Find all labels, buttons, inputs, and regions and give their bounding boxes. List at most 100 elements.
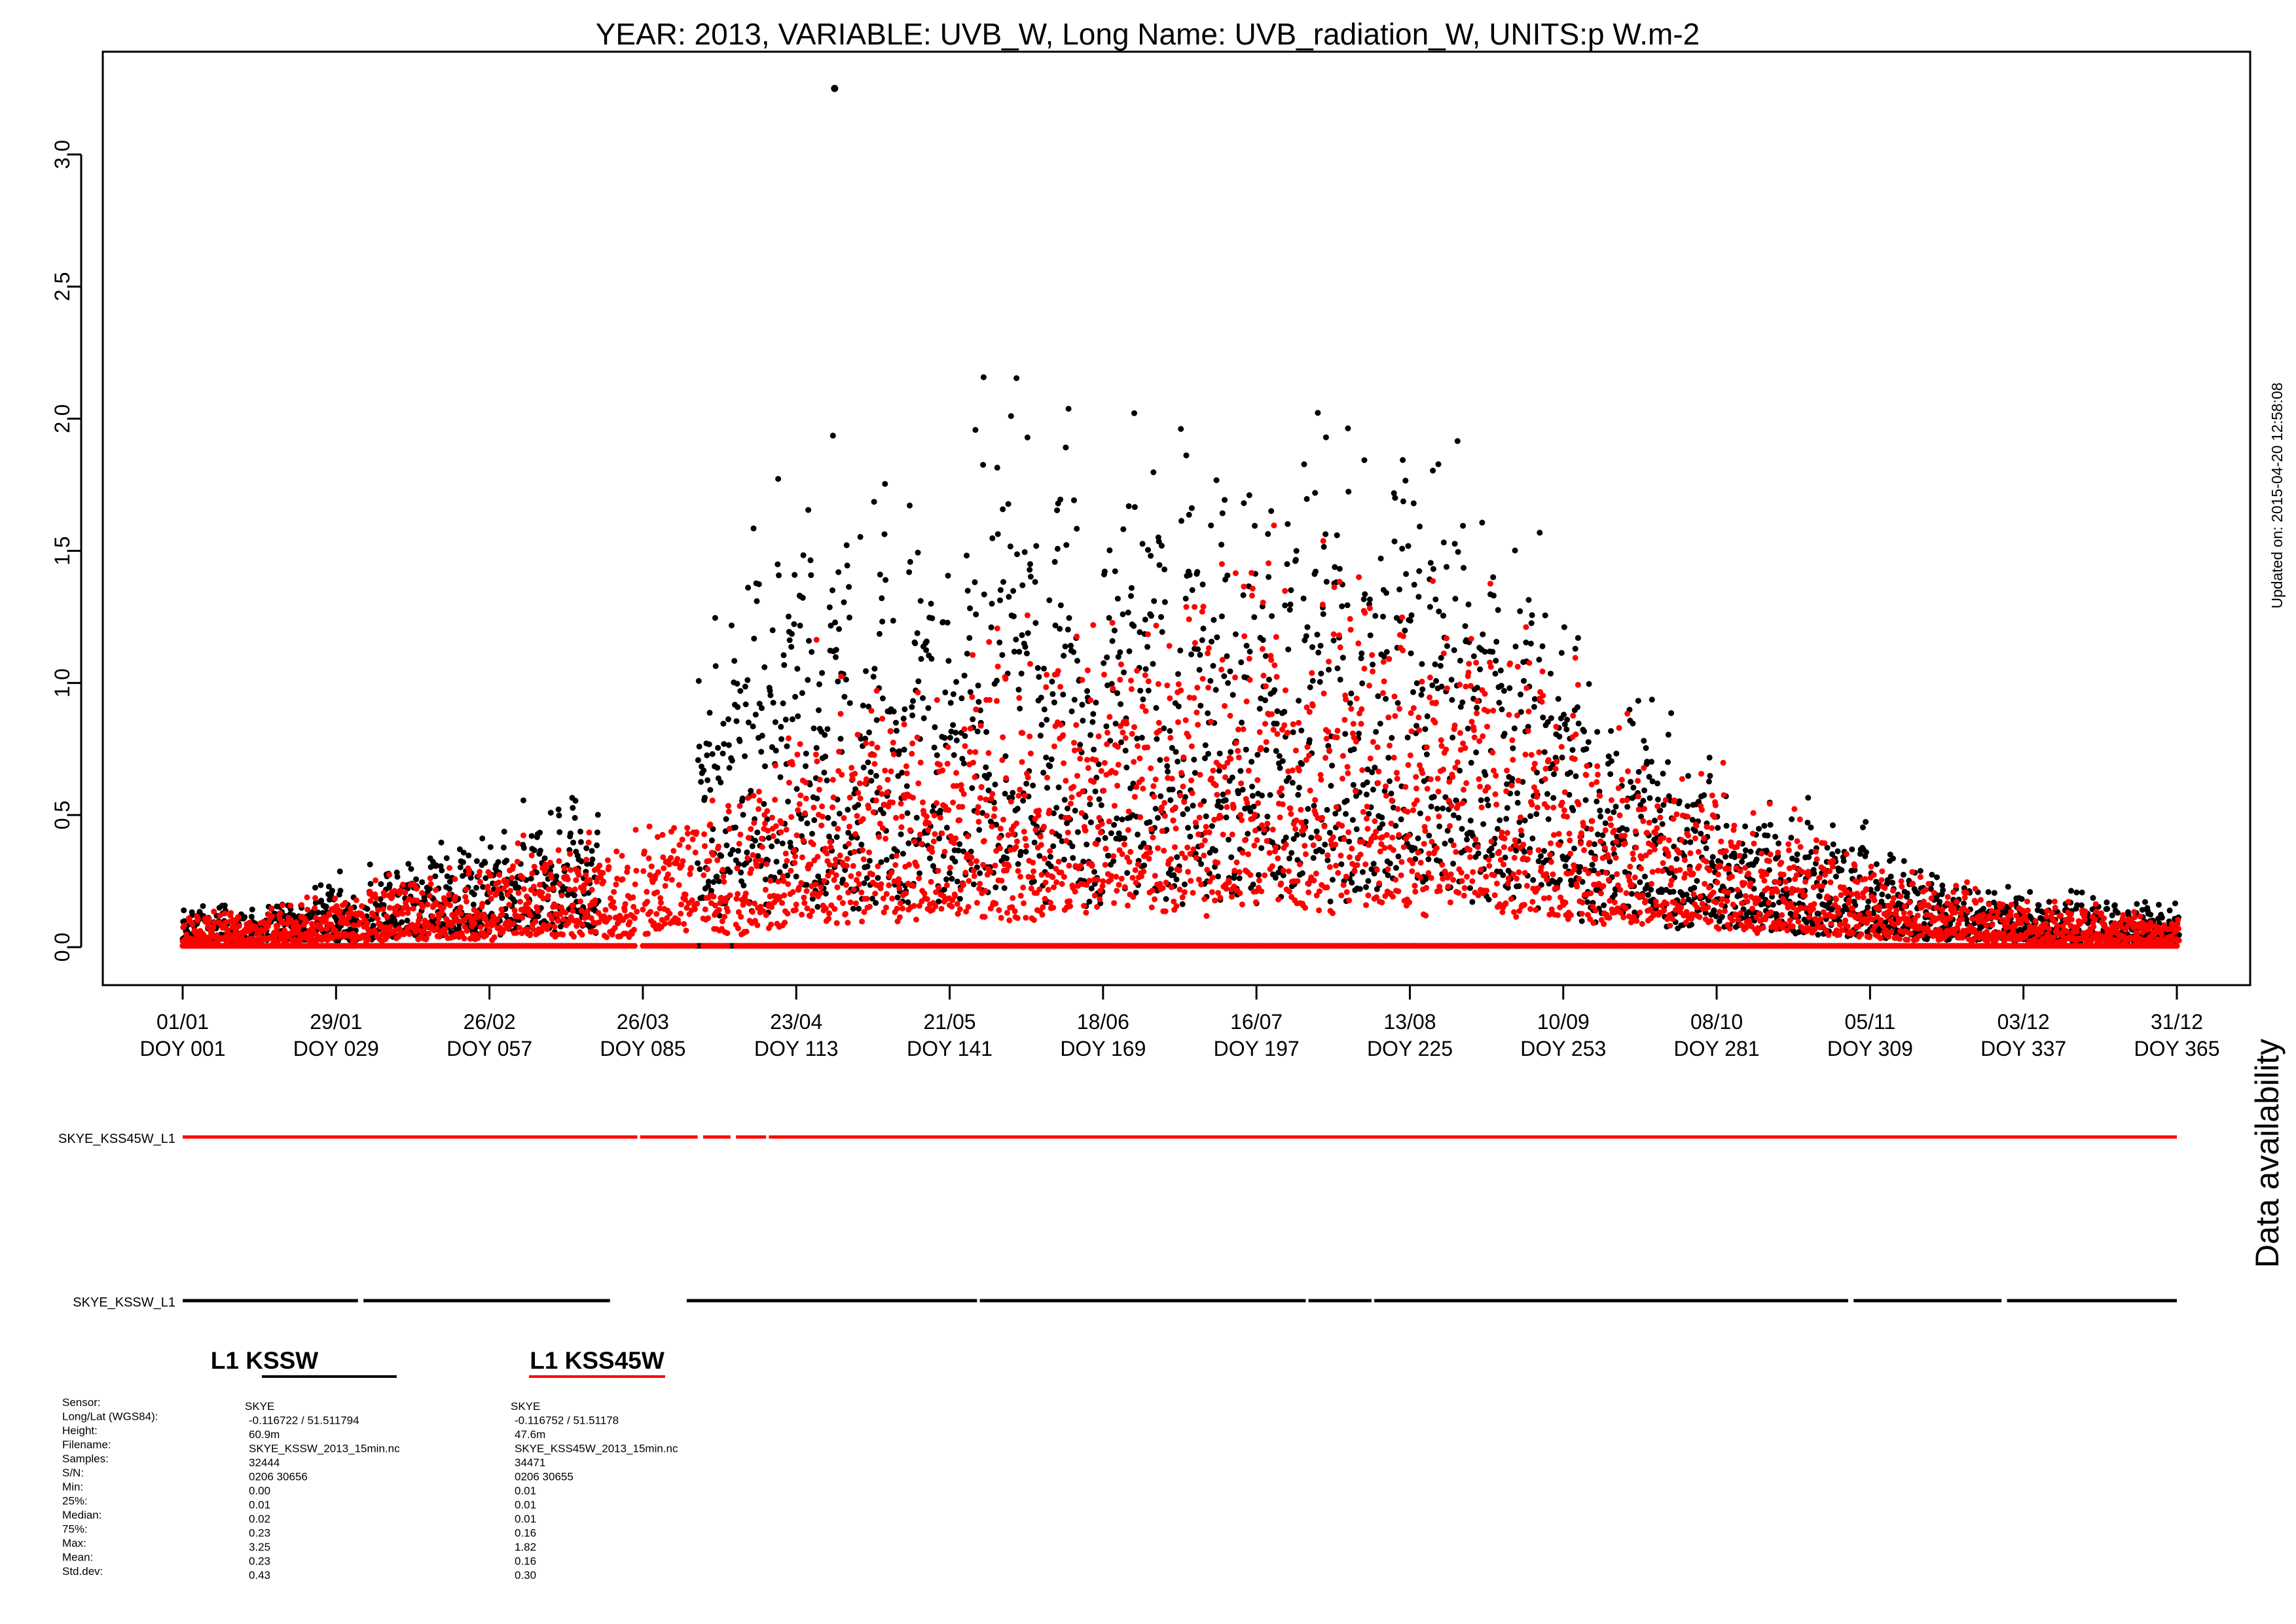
data-point: [1635, 768, 1642, 775]
data-point: [704, 752, 710, 759]
data-point: [1887, 873, 1894, 880]
data-point: [1043, 754, 1049, 761]
data-point: [268, 913, 275, 920]
data-point: [1512, 643, 1519, 650]
data-point: [1232, 631, 1239, 638]
data-point: [1298, 727, 1305, 734]
data-point: [1131, 504, 1138, 511]
data-point: [1044, 785, 1050, 791]
data-point: [555, 806, 562, 813]
data-point: [825, 814, 831, 821]
data-point: [751, 636, 757, 642]
data-point: [1180, 811, 1186, 818]
data-point: [1188, 651, 1195, 658]
data-point: [323, 903, 329, 910]
data-point: [529, 870, 536, 876]
data-point: [1243, 643, 1250, 649]
data-point: [1049, 691, 1056, 697]
data-point: [797, 623, 803, 629]
data-point: [1575, 704, 1580, 710]
data-point: [1323, 579, 1330, 585]
data-point: [1320, 611, 1326, 617]
data-point: [1106, 547, 1113, 554]
data-point: [841, 694, 848, 700]
data-point: [1066, 615, 1072, 621]
data-point: [1040, 769, 1047, 776]
data-point: [1805, 795, 1812, 801]
data-point: [787, 839, 793, 846]
data-point: [1111, 821, 1118, 828]
data-point: [1937, 899, 1943, 905]
data-point: [1477, 666, 1484, 673]
data-point: [1230, 692, 1236, 698]
data-point: [410, 905, 416, 912]
data-point: [461, 935, 467, 942]
data-point: [558, 892, 565, 899]
data-point: [1276, 753, 1283, 759]
data-point: [564, 876, 571, 882]
data-point: [981, 591, 987, 598]
data-point: [1103, 723, 1110, 730]
data-point: [1036, 853, 1043, 859]
data-point: [964, 588, 971, 594]
data-point: [1501, 688, 1507, 694]
data-point: [1365, 878, 1372, 884]
data-point: [1570, 807, 1576, 814]
data-point: [1310, 855, 1317, 861]
data-point: [1057, 602, 1064, 609]
data-point: [999, 652, 1006, 659]
data-point: [1889, 879, 1896, 886]
data-point: [1054, 545, 1061, 552]
data-point: [729, 847, 736, 853]
data-point: [1247, 649, 1253, 655]
data-point: [1286, 855, 1292, 861]
data-point: [1251, 614, 1258, 621]
data-point: [498, 906, 505, 912]
data-point: [546, 922, 553, 929]
data-point: [744, 849, 750, 856]
data-point: [1315, 649, 1322, 656]
data-point: [265, 923, 271, 929]
data-point: [934, 752, 940, 759]
data-point: [945, 573, 951, 579]
data-point: [1703, 845, 1709, 852]
data-point: [920, 715, 927, 721]
data-point: [1288, 587, 1294, 594]
data-point: [695, 677, 702, 684]
data-point: [344, 920, 351, 927]
data-point: [855, 802, 862, 808]
data-point: [1389, 734, 1395, 741]
data-point: [794, 666, 801, 672]
data-point: [742, 683, 748, 690]
data-point: [471, 920, 478, 927]
data-point: [742, 701, 749, 708]
data-point: [510, 920, 517, 927]
data-point: [775, 476, 782, 482]
data-point: [1334, 532, 1340, 539]
data-point: [337, 888, 344, 894]
data-point: [1011, 649, 1017, 655]
data-point: [353, 897, 359, 903]
data-point: [1195, 646, 1201, 653]
data-point: [868, 778, 875, 784]
data-point: [1904, 890, 1910, 897]
data-point: [517, 925, 523, 931]
data-point: [572, 815, 578, 821]
data-point: [553, 873, 560, 880]
data-point: [1455, 549, 1461, 555]
data-point: [528, 852, 535, 859]
data-point: [2159, 914, 2165, 921]
data-point: [1367, 632, 1374, 639]
data-point: [732, 824, 738, 831]
data-point: [1142, 666, 1149, 672]
data-point: [1222, 797, 1229, 803]
data-point: [1065, 805, 1070, 812]
data-point: [1597, 814, 1604, 820]
data-point: [1410, 689, 1416, 695]
data-point: [793, 873, 799, 880]
data-point: [268, 905, 275, 912]
data-point: [1123, 765, 1130, 770]
data-point: [1419, 660, 1425, 667]
data-point: [520, 844, 527, 851]
data-point: [1329, 763, 1336, 769]
